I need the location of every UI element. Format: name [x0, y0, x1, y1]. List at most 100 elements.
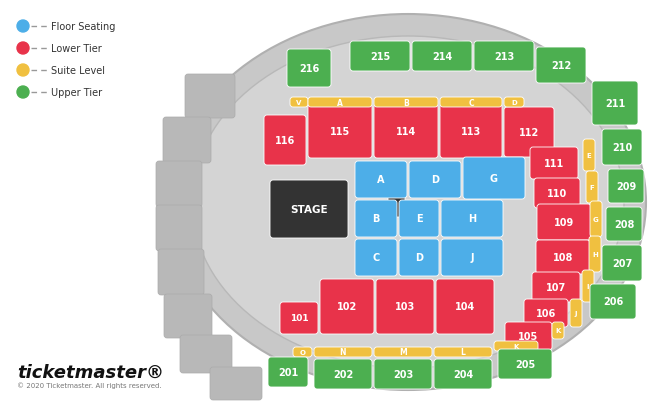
FancyBboxPatch shape [374, 359, 432, 389]
Text: D: D [431, 175, 439, 185]
Text: 111: 111 [544, 159, 564, 169]
Text: © 2020 Ticketmaster. All rights reserved.: © 2020 Ticketmaster. All rights reserved… [17, 381, 161, 388]
FancyBboxPatch shape [504, 98, 524, 108]
Text: Upper Tier: Upper Tier [51, 88, 102, 98]
FancyBboxPatch shape [374, 98, 438, 108]
Text: K: K [555, 328, 561, 334]
Text: G: G [593, 216, 599, 222]
Text: Suite Level: Suite Level [51, 66, 105, 76]
Text: 103: 103 [395, 302, 415, 312]
FancyBboxPatch shape [374, 105, 438, 159]
Text: N: N [340, 348, 346, 357]
FancyBboxPatch shape [440, 105, 502, 159]
Text: 102: 102 [337, 302, 357, 312]
FancyBboxPatch shape [156, 162, 202, 207]
Text: C: C [468, 98, 474, 107]
FancyBboxPatch shape [308, 98, 372, 108]
Text: 213: 213 [494, 52, 514, 62]
Text: 207: 207 [612, 258, 632, 268]
Text: 211: 211 [605, 99, 625, 109]
FancyBboxPatch shape [582, 270, 594, 302]
Text: B: B [373, 214, 380, 224]
FancyBboxPatch shape [536, 240, 590, 274]
Text: Floor Seating: Floor Seating [51, 22, 115, 32]
Text: G: G [490, 173, 498, 184]
Text: D: D [511, 100, 517, 106]
FancyBboxPatch shape [590, 284, 636, 319]
Text: 212: 212 [551, 61, 571, 71]
Text: 208: 208 [614, 220, 634, 229]
FancyBboxPatch shape [314, 347, 372, 357]
Text: K: K [513, 343, 519, 349]
Text: 108: 108 [553, 252, 574, 262]
FancyBboxPatch shape [530, 148, 578, 180]
Text: A: A [337, 98, 343, 107]
FancyBboxPatch shape [436, 279, 494, 334]
FancyBboxPatch shape [441, 200, 503, 237]
FancyBboxPatch shape [532, 272, 580, 302]
Circle shape [17, 21, 29, 33]
Text: 214: 214 [432, 52, 452, 62]
Circle shape [17, 65, 29, 77]
FancyBboxPatch shape [524, 299, 568, 327]
FancyBboxPatch shape [388, 196, 405, 218]
FancyBboxPatch shape [474, 42, 534, 72]
Text: Lower Tier: Lower Tier [51, 44, 102, 54]
FancyBboxPatch shape [440, 98, 502, 108]
FancyBboxPatch shape [534, 179, 580, 209]
FancyBboxPatch shape [320, 279, 374, 334]
FancyBboxPatch shape [441, 239, 503, 276]
FancyBboxPatch shape [164, 294, 212, 338]
FancyBboxPatch shape [399, 239, 439, 276]
Text: L: L [460, 348, 466, 357]
FancyBboxPatch shape [552, 322, 564, 339]
FancyBboxPatch shape [498, 349, 552, 379]
Text: E: E [415, 214, 422, 224]
Ellipse shape [170, 15, 646, 390]
FancyBboxPatch shape [412, 42, 472, 72]
FancyBboxPatch shape [463, 157, 525, 200]
Text: 110: 110 [547, 189, 567, 198]
Text: 215: 215 [370, 52, 390, 62]
Text: 206: 206 [603, 297, 623, 307]
FancyBboxPatch shape [399, 200, 439, 237]
FancyBboxPatch shape [293, 347, 312, 357]
FancyBboxPatch shape [355, 162, 407, 198]
Text: A: A [377, 175, 385, 185]
Text: 101: 101 [289, 314, 308, 323]
Text: 210: 210 [612, 143, 632, 153]
Text: J: J [470, 253, 474, 263]
FancyBboxPatch shape [589, 236, 601, 272]
FancyBboxPatch shape [570, 299, 582, 327]
Text: H: H [468, 214, 476, 224]
FancyBboxPatch shape [287, 50, 331, 88]
FancyBboxPatch shape [505, 322, 552, 350]
Text: D: D [415, 253, 423, 263]
Text: 104: 104 [455, 302, 475, 312]
FancyBboxPatch shape [268, 357, 308, 387]
Text: 203: 203 [393, 369, 413, 379]
FancyBboxPatch shape [494, 341, 538, 351]
Circle shape [17, 43, 29, 55]
FancyBboxPatch shape [434, 347, 492, 357]
FancyBboxPatch shape [290, 98, 308, 108]
Text: 202: 202 [333, 369, 353, 379]
Text: 201: 201 [278, 367, 298, 377]
FancyBboxPatch shape [504, 108, 554, 157]
FancyBboxPatch shape [536, 48, 586, 84]
Text: 205: 205 [515, 359, 535, 369]
FancyBboxPatch shape [355, 200, 397, 237]
FancyBboxPatch shape [537, 204, 591, 240]
Text: 115: 115 [330, 127, 350, 137]
FancyBboxPatch shape [264, 116, 306, 166]
Text: 109: 109 [554, 218, 574, 227]
FancyBboxPatch shape [185, 75, 235, 119]
Ellipse shape [192, 37, 624, 368]
FancyBboxPatch shape [350, 42, 410, 72]
FancyBboxPatch shape [409, 162, 461, 198]
Text: O: O [299, 349, 306, 355]
Text: I: I [587, 283, 589, 289]
FancyBboxPatch shape [308, 105, 372, 159]
Text: E: E [587, 153, 592, 159]
Text: 113: 113 [461, 127, 481, 137]
